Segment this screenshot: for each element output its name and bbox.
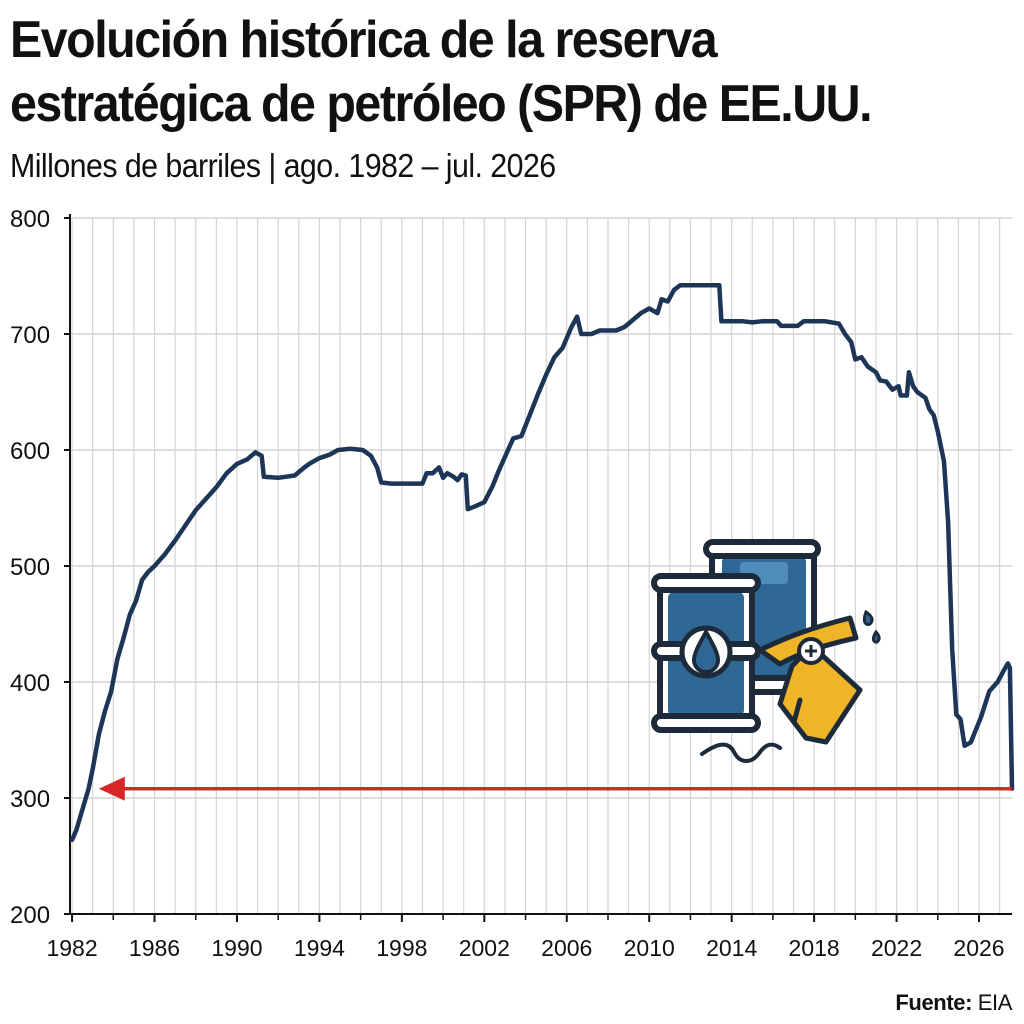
x-tick-label: 2022 xyxy=(871,935,922,961)
x-tick-label: 1990 xyxy=(211,935,262,961)
series-layer xyxy=(69,283,1015,843)
x-tick-label: 2026 xyxy=(953,935,1004,961)
chart-title: Evolución histórica de la reserva estrat… xyxy=(10,11,873,133)
x-tick-label: 2002 xyxy=(459,935,510,961)
source-label: Fuente: xyxy=(895,990,973,1015)
x-tick-label: 1982 xyxy=(46,935,97,961)
y-tick-label: 200 xyxy=(10,902,50,929)
y-tick-label: 600 xyxy=(10,438,50,465)
grid-lines xyxy=(70,217,1012,914)
spr-series-line xyxy=(69,283,1015,843)
x-tick-label: 1998 xyxy=(376,935,427,961)
tick-labels: 200 300 400 500 600 700 800 1982 1986 1990 1994 199… xyxy=(10,206,1005,961)
x-tick-label: 2006 xyxy=(541,935,592,961)
x-tick-label: 1986 xyxy=(129,935,180,961)
y-tick-label: 300 xyxy=(10,786,50,813)
source-note: Fuente: EIA xyxy=(895,990,1012,1016)
y-tick-label: 800 xyxy=(10,206,50,233)
fuel-nozzle-icon xyxy=(700,609,881,763)
reference-arrow-head xyxy=(98,776,125,801)
arrow-layer xyxy=(98,776,1012,801)
x-tick-label: 2014 xyxy=(706,935,757,961)
x-tick-label: 2010 xyxy=(624,935,675,961)
chart-subtitle: Millones de barriles | ago. 1982 – jul. … xyxy=(10,147,556,184)
y-tick-label: 400 xyxy=(10,670,50,697)
axes xyxy=(64,214,1012,922)
source-value: EIA xyxy=(977,990,1013,1015)
y-tick-label: 500 xyxy=(10,554,50,581)
x-tick-label: 1994 xyxy=(294,935,345,961)
x-tick-label: 2018 xyxy=(789,935,840,961)
oil-illustration xyxy=(651,539,881,763)
y-tick-label: 700 xyxy=(10,322,50,349)
